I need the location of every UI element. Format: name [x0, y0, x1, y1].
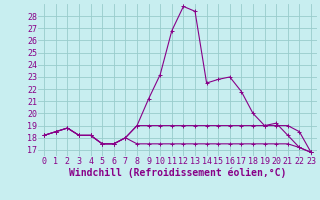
- X-axis label: Windchill (Refroidissement éolien,°C): Windchill (Refroidissement éolien,°C): [69, 168, 286, 178]
